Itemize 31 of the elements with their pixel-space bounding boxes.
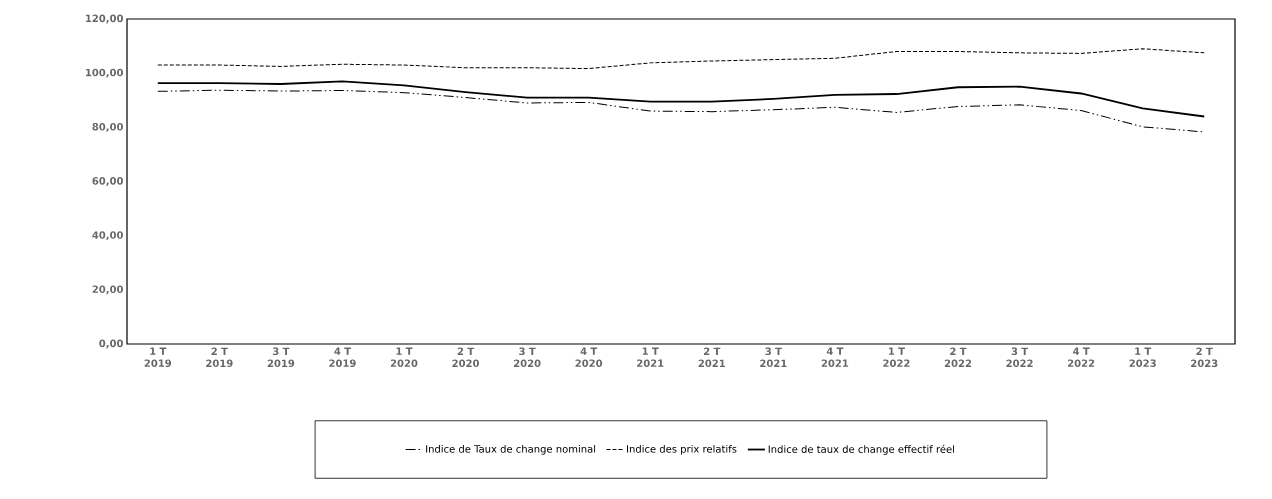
x-tick-label: 3 T 2019	[267, 347, 295, 368]
x-tick-label: 2 T 2020	[452, 347, 479, 368]
x-tick-label: 1 T 2021	[637, 347, 664, 367]
legend-label: Indice de taux de change effectif réel	[768, 444, 954, 455]
x-tick-label: 1 T 2023	[1129, 347, 1156, 367]
x-tick-label: 2 T 2022	[944, 347, 972, 368]
x-tick-label: 3 T 2020	[513, 347, 541, 368]
x-tick-label: 4 T 2021	[821, 347, 849, 367]
line-series	[156, 80, 1206, 118]
x-tick-label: 1 T 2022	[883, 347, 910, 367]
y-tick-label: 20,00	[92, 285, 123, 295]
x-tick-label: 4 T 2022	[1067, 347, 1095, 367]
x-tick-label: 2 T 2019	[206, 347, 233, 368]
y-tick-label: 100,00	[86, 68, 123, 78]
legend-label: Indice de Taux de change nominal	[426, 444, 596, 455]
y-tick-label: 80,00	[92, 122, 123, 132]
x-tick-label: 1 T 2019	[144, 347, 172, 367]
x-tick-label: 3 T 2021	[760, 347, 787, 368]
x-tick-label: 3 T 2022	[1006, 347, 1033, 368]
y-tick-label: 40,00	[92, 231, 123, 241]
y-tick-label: 120,00	[86, 14, 123, 24]
x-tick-label: 4 T 2019	[329, 347, 356, 367]
x-tick-label: 2 T 2021	[698, 347, 726, 368]
legend-label: Indice des prix relatifs	[627, 444, 737, 455]
x-tick-label: 2 T 2023	[1191, 347, 1218, 368]
y-tick-label: 0,00	[99, 339, 123, 349]
x-tick-label: 1 T 2020	[390, 347, 418, 367]
line-series	[157, 89, 1205, 133]
y-tick-label: 60,00	[92, 177, 123, 186]
line-series	[157, 48, 1205, 70]
x-tick-label: 4 T 2020	[575, 347, 603, 367]
